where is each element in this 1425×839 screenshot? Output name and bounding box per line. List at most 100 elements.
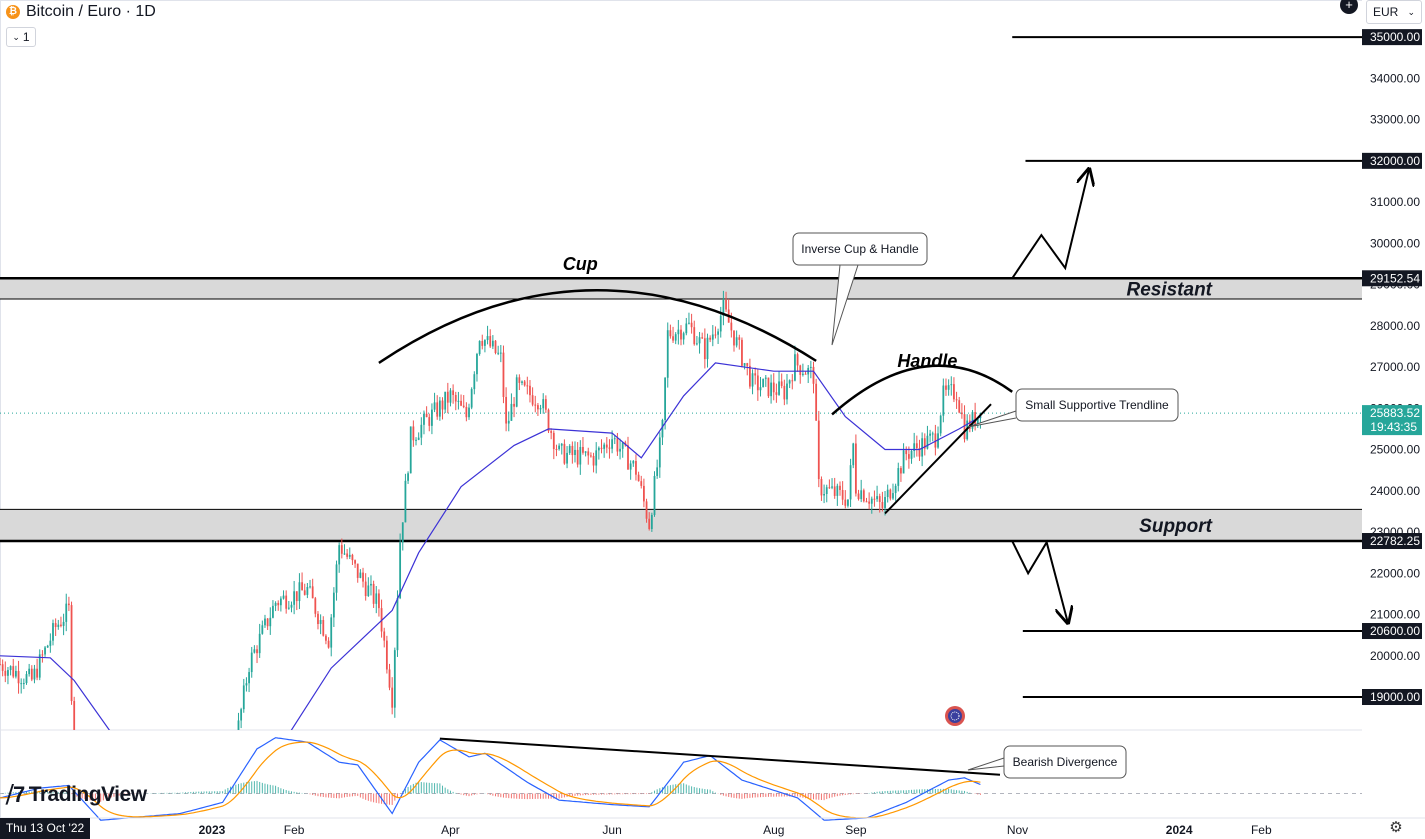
candle [918,439,921,461]
candle-body [876,496,878,500]
candle-body [222,812,224,819]
candle [399,533,402,600]
symbol-header[interactable]: ₿ Bitcoin / Euro · 1D [6,3,156,21]
candle [9,665,12,676]
candle [12,658,15,679]
candle-body [70,605,73,702]
candle-body [650,514,653,530]
candle [947,379,950,396]
candle-body [971,412,974,429]
candle [534,395,537,413]
candle [423,410,425,435]
candle-body [637,474,640,482]
candle-body [219,820,221,822]
annotation-label: Handle [897,351,957,371]
candle [364,573,367,601]
candle-body [886,489,889,498]
candle [171,784,173,812]
candle-body [698,337,701,344]
candle [250,646,253,678]
candle-body [272,605,274,618]
candle-body [76,767,78,777]
candle [794,345,796,382]
price-level-badge: 19000.00 [1362,689,1422,706]
candle [976,418,979,428]
candle [637,471,640,482]
candle-body [568,445,571,453]
candle [746,362,749,376]
candle [531,387,534,407]
candle-body [446,391,449,403]
candle [529,380,531,403]
candle-body [428,417,431,426]
cup-arc [378,289,817,364]
candle [844,490,847,509]
candle-body [894,485,897,494]
candle [404,473,407,523]
candle [362,567,364,588]
candle [658,432,661,478]
candle-body [230,769,232,798]
candle [240,707,243,729]
add-plus-icon[interactable]: + [1340,0,1358,14]
candle-body [767,377,770,397]
candle [563,439,566,465]
candle [767,377,770,398]
candle [150,790,152,805]
candle [950,376,953,396]
candle [558,443,561,451]
candle-body [30,668,33,680]
candle [852,442,855,469]
candle-body [751,373,754,387]
candle [942,378,945,423]
candle-body [322,620,325,636]
currency-label: EUR [1373,5,1399,19]
candle [603,442,606,458]
interval-toggle[interactable]: ⌄ 1 [6,27,36,47]
candle [778,371,780,396]
candle-body [685,323,688,334]
candle-body [563,443,566,464]
candle [703,328,706,369]
candle-body [947,385,950,390]
candle-body [407,473,409,481]
candle-body [177,799,179,803]
candle-body [820,479,823,496]
candle-body [306,586,309,595]
candle-body [929,433,931,436]
candle [491,335,494,350]
zone-layer: Resistant Support [0,277,1362,543]
gear-icon[interactable]: ⚙ [1389,819,1403,836]
candle-body [486,336,489,341]
candle [714,326,717,339]
candle [242,678,245,713]
candle [735,330,738,348]
candle [274,601,277,612]
currency-selector[interactable]: EUR ⌄ [1366,0,1422,24]
candle [960,403,963,419]
candle [876,485,878,502]
candle [346,549,349,560]
candle [870,496,873,514]
candle [295,591,298,611]
tradingview-logo[interactable]: ⧸7 TradingView [6,782,147,808]
candle-body [282,595,285,599]
candle-body [182,795,184,808]
candle-body [412,426,415,441]
candle-body [847,499,849,506]
candle [282,590,285,600]
candle [351,553,354,565]
candle [380,599,383,638]
candle-body [372,583,375,604]
candle [44,645,46,657]
candle [571,441,574,464]
candle-body [1,664,4,671]
candle [923,433,926,456]
candle-body [510,403,513,421]
time-tick-label: Sep [845,823,867,837]
time-tick-label: Feb [284,823,305,837]
candle-body [20,683,23,685]
candle-body [889,489,892,499]
